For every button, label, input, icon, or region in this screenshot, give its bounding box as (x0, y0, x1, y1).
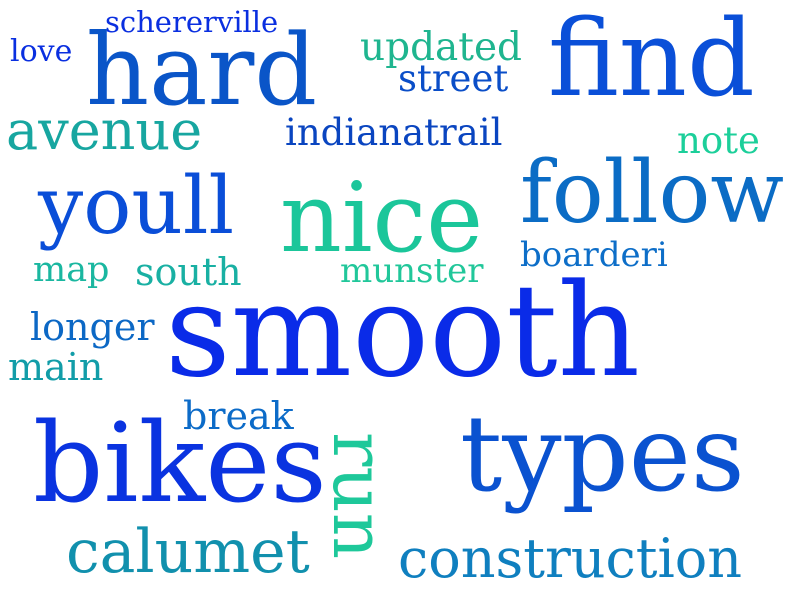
word-boarderi: boarderi (520, 235, 668, 275)
word-schererville: schererville (105, 5, 279, 39)
word-hard: hard (86, 14, 318, 128)
word-break: break (183, 394, 294, 438)
word-note: note (677, 119, 760, 162)
word-munster: munster (340, 251, 484, 291)
word-main: main (8, 345, 104, 389)
word-south: south (135, 250, 242, 294)
word-follow: follow (520, 143, 785, 243)
word-types: types (460, 393, 745, 515)
word-map: map (33, 250, 110, 290)
word-street: street (398, 57, 509, 100)
word-nice: nice (280, 162, 484, 274)
word-run: run (317, 432, 401, 560)
word-bikes: bikes (33, 399, 327, 527)
word-avenue: avenue (6, 99, 203, 162)
word-love: love (10, 34, 73, 69)
word-calumet: calumet (66, 517, 310, 587)
word-construction: construction (398, 527, 743, 590)
word-smooth: smooth (165, 257, 641, 406)
word-indianatrail: indianatrail (285, 111, 503, 154)
word-find: find (548, 0, 755, 120)
word-youll: youll (38, 159, 235, 252)
word-updated: updated (360, 25, 523, 70)
word-longer: longer (30, 305, 155, 349)
